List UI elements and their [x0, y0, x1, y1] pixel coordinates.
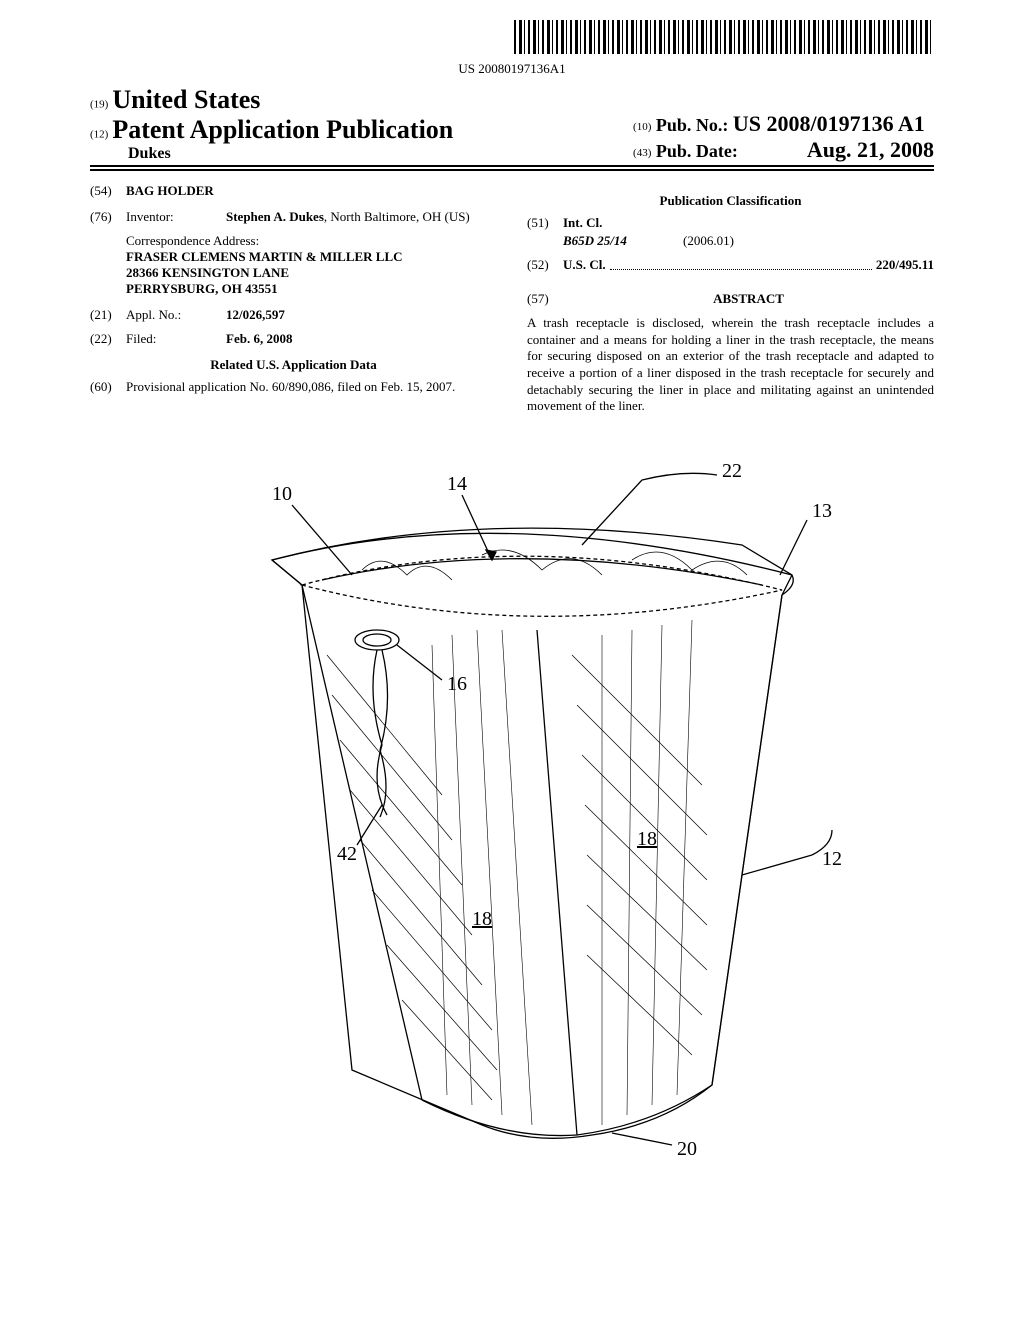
uscl-value: 220/495.11: [876, 257, 934, 273]
correspondence-line3: PERRYSBURG, OH 43551: [126, 281, 497, 297]
country: United States: [112, 85, 260, 114]
ref-12: 12: [822, 848, 842, 870]
intcl-year: (2006.01): [683, 233, 734, 249]
pubno-label: Pub. No.:: [656, 115, 729, 135]
filed-label: Filed:: [126, 331, 226, 347]
inid-19: (19): [90, 98, 108, 110]
inid-12: (12): [90, 128, 108, 140]
inid-22: (22): [90, 331, 126, 347]
header: (19) United States (12) Patent Applicati…: [90, 85, 934, 167]
invention-title: BAG HOLDER: [126, 183, 214, 199]
ref-20: 20: [677, 1138, 697, 1160]
ref-18a: 18: [637, 828, 657, 850]
applno-label: Appl. No.:: [126, 307, 226, 323]
filing-date: Feb. 6, 2008: [226, 331, 497, 347]
ref-22: 22: [722, 460, 742, 482]
abstract-text: A trash receptacle is disclosed, wherein…: [527, 315, 934, 415]
application-number: 12/026,597: [226, 307, 497, 323]
inid-57: (57): [527, 291, 563, 307]
inid-54: (54): [90, 183, 126, 199]
inventor-surname: Dukes: [90, 145, 453, 163]
abstract-label: ABSTRACT: [563, 291, 934, 307]
barcode-text: US 20080197136A1: [90, 61, 934, 77]
barcode: [514, 20, 934, 54]
pubdate-label: Pub. Date:: [656, 141, 738, 161]
provisional-text: Provisional application No. 60/890,086, …: [126, 379, 497, 395]
figure-svg: 10 14 22 13 12 16 42 18 18 20: [182, 445, 842, 1165]
inventor-label: Inventor:: [126, 209, 226, 225]
inid-76: (76): [90, 209, 126, 225]
pubclass-title: Publication Classification: [527, 193, 934, 209]
inventor-name: Stephen A. Dukes: [226, 209, 324, 224]
bibliographic-data: (54) BAG HOLDER (76) Inventor: Stephen A…: [90, 183, 934, 415]
uscl-label: U.S. Cl.: [563, 257, 606, 273]
ref-14: 14: [447, 473, 467, 495]
inid-60: (60): [90, 379, 126, 395]
inventor-location: , North Baltimore, OH (US): [324, 209, 470, 224]
barcode-block: US 20080197136A1: [90, 20, 934, 77]
correspondence-label: Correspondence Address:: [126, 233, 497, 249]
publication-number: US 2008/0197136 A1: [733, 111, 925, 136]
related-data-title: Related U.S. Application Data: [90, 357, 497, 373]
ref-42: 42: [337, 843, 357, 865]
correspondence-line2: 28366 KENSINGTON LANE: [126, 265, 497, 281]
publication-date: Aug. 21, 2008: [807, 137, 934, 162]
inid-52: (52): [527, 257, 563, 273]
inid-51: (51): [527, 215, 563, 231]
intcl-class: B65D 25/14: [563, 233, 683, 249]
ref-18b: 18: [472, 908, 492, 930]
ref-16: 16: [447, 673, 467, 695]
inid-43: (43): [633, 147, 651, 159]
inid-21: (21): [90, 307, 126, 323]
inid-10: (10): [633, 121, 651, 133]
publication-type: Patent Application Publication: [112, 115, 453, 144]
ref-10: 10: [272, 483, 292, 505]
patent-figure: 10 14 22 13 12 16 42 18 18 20: [90, 445, 934, 1170]
ref-13: 13: [812, 500, 832, 522]
correspondence-line1: FRASER CLEMENS MARTIN & MILLER LLC: [126, 249, 497, 265]
dotted-leader: [610, 268, 872, 270]
intcl-label: Int. Cl.: [563, 215, 602, 231]
